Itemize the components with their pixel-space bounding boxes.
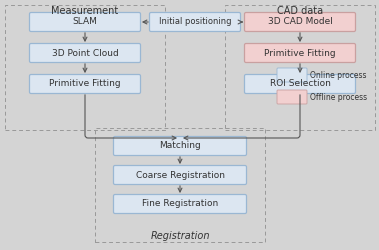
FancyBboxPatch shape [113,166,246,184]
Text: Coarse Registration: Coarse Registration [136,170,224,179]
Text: Initial positioning: Initial positioning [159,18,231,26]
Text: Registration: Registration [150,231,210,241]
Text: 3D Point Cloud: 3D Point Cloud [52,48,118,58]
Bar [95,128,265,242]
Bar [5,5,165,130]
Bar [225,5,375,130]
Text: Measurement: Measurement [52,6,119,16]
Text: SLAM: SLAM [72,18,97,26]
FancyBboxPatch shape [277,90,307,104]
Text: Matching: Matching [159,142,201,150]
FancyBboxPatch shape [244,74,356,94]
FancyBboxPatch shape [244,12,356,32]
Text: ROI Selection: ROI Selection [269,80,330,88]
FancyBboxPatch shape [113,136,246,156]
Text: Offline process: Offline process [310,92,367,102]
Text: Primitive Fitting: Primitive Fitting [49,80,121,88]
FancyBboxPatch shape [113,194,246,214]
FancyBboxPatch shape [30,74,141,94]
Text: Online process: Online process [310,70,366,80]
Text: CAD data: CAD data [277,6,323,16]
FancyBboxPatch shape [244,44,356,62]
FancyBboxPatch shape [30,12,141,32]
Text: Primitive Fitting: Primitive Fitting [264,48,336,58]
FancyBboxPatch shape [149,12,241,32]
FancyBboxPatch shape [30,44,141,62]
Text: Fine Registration: Fine Registration [142,200,218,208]
Text: 3D CAD Model: 3D CAD Model [268,18,332,26]
FancyBboxPatch shape [277,68,307,82]
